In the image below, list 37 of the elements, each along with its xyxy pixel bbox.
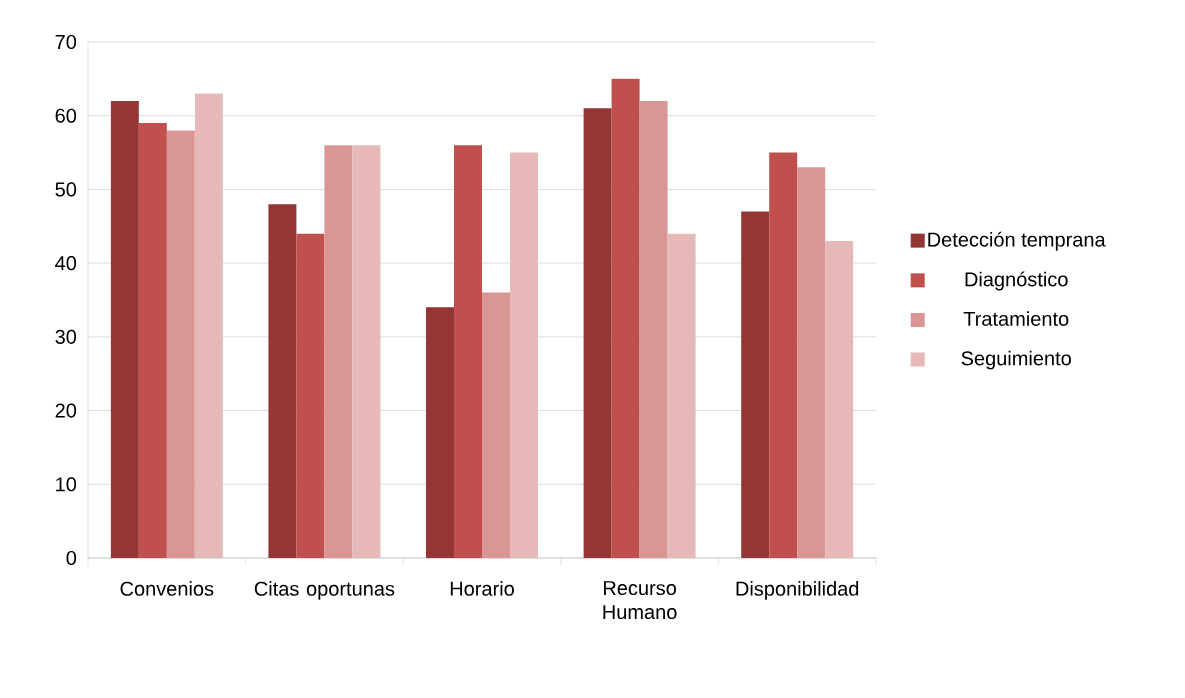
legend-label: Seguimiento xyxy=(961,350,1071,370)
x-tick-label: Horario xyxy=(450,581,514,596)
bar xyxy=(611,78,640,558)
bar xyxy=(667,233,696,558)
bar xyxy=(639,100,668,558)
y-tick-label: 40 xyxy=(55,256,77,271)
legend-label: Tratamiento xyxy=(963,311,1069,326)
bar xyxy=(825,241,854,558)
x-tick-label: Convenios xyxy=(120,581,214,596)
bar xyxy=(510,152,538,558)
bar xyxy=(324,145,353,558)
x-tick-label: Disponibilidad xyxy=(736,581,859,600)
bar xyxy=(296,233,325,558)
y-tick-label: 10 xyxy=(56,477,77,492)
y-tick-label: 30 xyxy=(55,329,77,344)
bar xyxy=(741,211,770,558)
y-tick-label: 70 xyxy=(55,34,77,50)
bar xyxy=(194,93,223,558)
bar xyxy=(110,100,139,558)
bar xyxy=(138,123,167,558)
legend-label: Detección temprana xyxy=(928,231,1106,251)
legend-label: Diagnóstico xyxy=(965,271,1068,291)
x-tick-label: Recurso Humano xyxy=(603,581,677,620)
x-tick-label: Citas oportunas xyxy=(254,581,395,600)
bar xyxy=(268,204,297,558)
bar xyxy=(454,145,483,558)
bar xyxy=(166,130,195,558)
bar xyxy=(797,167,826,558)
y-tick-label: 50 xyxy=(55,182,77,197)
y-tick-label: 20 xyxy=(55,403,77,418)
bar xyxy=(482,292,511,558)
bar xyxy=(352,145,381,558)
bar xyxy=(769,152,798,558)
bar xyxy=(426,307,454,558)
y-tick-label: 60 xyxy=(55,108,77,123)
y-tick-label: 0 xyxy=(66,550,77,566)
bar xyxy=(583,108,612,558)
